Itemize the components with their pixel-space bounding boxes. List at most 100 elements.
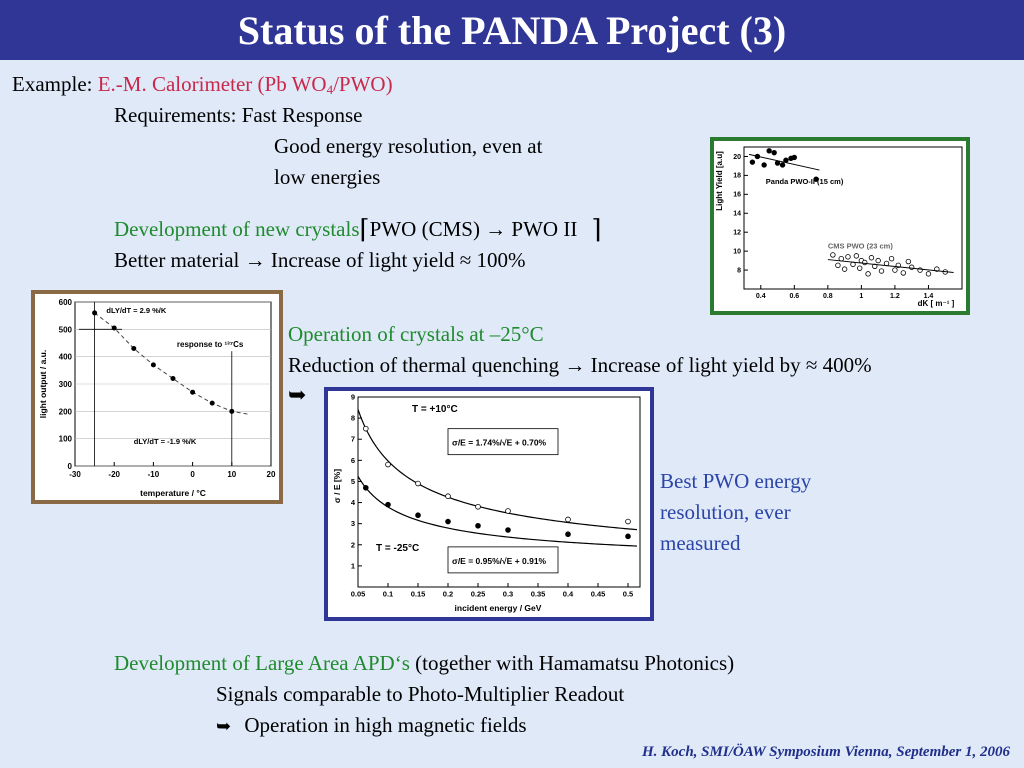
slope-annotation: dLY/dT = -1.9 %/K <box>134 437 197 446</box>
y-axis-label: σ / E [%] <box>332 469 342 503</box>
x-tick-label: -20 <box>108 470 120 479</box>
energy-resolution-chart-panel: 0.05 0.1 0.15 0.2 0.25 0.3 0.35 0.4 0.45 0.5 1 2 3 4 5… <box>324 387 654 621</box>
formula-box <box>447 546 559 574</box>
warm-data-point <box>625 518 631 525</box>
cold-data-point <box>362 484 369 491</box>
best-pwo-line-1: Best PWO energy <box>660 469 812 493</box>
y-tick-label: 6 <box>351 456 355 465</box>
x-tick-label: 0.1 <box>383 590 393 599</box>
cold-data-point <box>625 533 631 540</box>
x-tick-label: 1.4 <box>924 293 934 300</box>
warm-data-point <box>362 425 369 432</box>
y-tick-label: 400 <box>59 353 73 362</box>
y-tick-label: 2 <box>351 540 355 549</box>
curved-arrow-icon: ➥ <box>216 716 232 736</box>
y-tick-label: 16 <box>733 192 741 199</box>
cold-data-point <box>505 527 511 533</box>
cms-data-point <box>853 253 860 259</box>
plot-frame <box>743 146 963 290</box>
fit-line <box>748 153 820 171</box>
data-point <box>170 376 176 382</box>
x-tick-label: -10 <box>148 470 160 479</box>
cms-data-point <box>865 271 871 277</box>
warm-data-point <box>385 461 391 468</box>
x-tick-label: 10 <box>227 470 236 479</box>
data-point <box>131 345 137 351</box>
y-tick-label: 600 <box>59 298 73 307</box>
y-tick-label: 12 <box>733 230 741 237</box>
page-title: Status of the PANDA Project (3) <box>237 8 787 53</box>
reduction-text: Reduction of thermal quenching → Increas… <box>288 353 872 377</box>
x-tick-label: 0.25 <box>471 590 486 599</box>
cms-data-point <box>845 254 851 260</box>
cms-data-point <box>900 270 907 276</box>
dev-apd-rest: (together with Hamamatsu Photonics) <box>415 651 735 675</box>
energy-res-text-1: Good energy resolution, even at <box>274 134 543 158</box>
x-tick-label: 0 <box>190 470 195 479</box>
cms-data-point <box>875 257 881 264</box>
cold-data-point <box>565 531 571 538</box>
x-tick-label: 0.2 <box>443 590 453 599</box>
x-axis-label: dK [ m⁻¹ ] <box>918 299 955 308</box>
signals-text: Signals comparable to Photo-Multiplier R… <box>216 682 625 706</box>
data-point <box>209 400 215 406</box>
cold-data-point <box>385 501 391 508</box>
panda-data-point <box>771 149 777 156</box>
cms-data-point <box>868 255 875 261</box>
y-axis-label: light output / a.u. <box>38 350 48 418</box>
bracket-right-icon: ⌉ <box>591 215 602 244</box>
curved-arrow-icon: ➥ <box>288 382 307 407</box>
warm-formula: σ/E = 1.74%/√E + 0.70% <box>452 438 547 448</box>
best-pwo-line-3: measured <box>660 531 741 555</box>
panda-data-point <box>791 154 798 161</box>
warm-data-point <box>475 503 481 510</box>
cms-annotation: CMS PWO (23 cm) <box>828 241 894 250</box>
panda-data-point <box>749 159 756 165</box>
x-tick-label: 1 <box>859 293 863 300</box>
x-tick-label: 0.35 <box>531 590 546 599</box>
x-tick-label: 1.2 <box>890 293 900 300</box>
dev-apd-label: Development of Large Area APD‘s <box>114 651 410 675</box>
panda-data-point <box>813 176 819 182</box>
x-tick-label: 0.5 <box>623 590 633 599</box>
temperature-chart: 0 100 200 300 400 500 600 -30 -20 -10 0 10 20 tempera… <box>38 298 276 498</box>
y-tick-label: 200 <box>59 407 73 416</box>
calorimeter-label: E.-M. Calorimeter (Pb WO4/PWO) <box>97 72 393 97</box>
y-tick-label: 0 <box>68 462 73 471</box>
x-tick-label: 0.3 <box>503 590 513 599</box>
y-tick-label: 300 <box>59 380 73 389</box>
y-tick-label: 8 <box>737 267 741 274</box>
x-tick-label: 0.4 <box>563 590 574 599</box>
cms-data-point <box>857 265 863 271</box>
cms-data-point <box>862 259 868 266</box>
bracket-left-icon: ⌈ <box>359 215 370 244</box>
formula-box <box>447 428 559 456</box>
dev-crystals-line: Development of new crystals⌈PWO (CMS) → … <box>114 215 602 244</box>
y-tick-label: 100 <box>59 435 73 444</box>
x-tick-label: -30 <box>69 470 81 479</box>
fit-curve <box>357 409 638 531</box>
y-tick-label: 14 <box>733 211 741 218</box>
operation-crystals-text: Operation of crystals at –25°C <box>288 322 544 346</box>
title-bar: Status of the PANDA Project (3) <box>0 0 1024 60</box>
energy-resolution-chart: 0.05 0.1 0.15 0.2 0.25 0.3 0.35 0.4 0.45 0.5 1 2 3 4 5… <box>332 393 641 613</box>
y-tick-label: 5 <box>351 477 355 486</box>
data-point <box>150 362 156 368</box>
y-tick-label: 3 <box>351 519 355 528</box>
requirements-text: Requirements: Fast Response <box>114 103 363 127</box>
data-point <box>190 389 196 395</box>
better-material-text: Better material → Increase of light yiel… <box>114 248 526 272</box>
warm-data-point <box>505 508 511 514</box>
warm-data-point <box>415 480 421 487</box>
cold-formula: σ/E = 0.95%/√E + 0.91% <box>452 556 547 566</box>
light-yield-chart: 0.4 0.6 0.8 1 1.2 1.4 8 10 12 14 16 18 20 dK [ m⁻¹ ] L… <box>715 146 963 308</box>
cold-data-point <box>445 518 451 525</box>
y-tick-label: 4 <box>351 498 356 507</box>
x-tick-label: 0.8 <box>823 293 833 300</box>
footer: H. Koch, SMI/ÖAW Symposium Vienna, Septe… <box>642 744 1010 760</box>
warm-annotation: T = +10°C <box>412 404 458 415</box>
y-tick-label: 9 <box>351 393 355 402</box>
slope-annotation: dLY/dT = 2.9 %/K <box>106 306 167 315</box>
magnetic-text: Operation in high magnetic fields <box>244 713 527 737</box>
plot-frame <box>357 396 641 588</box>
